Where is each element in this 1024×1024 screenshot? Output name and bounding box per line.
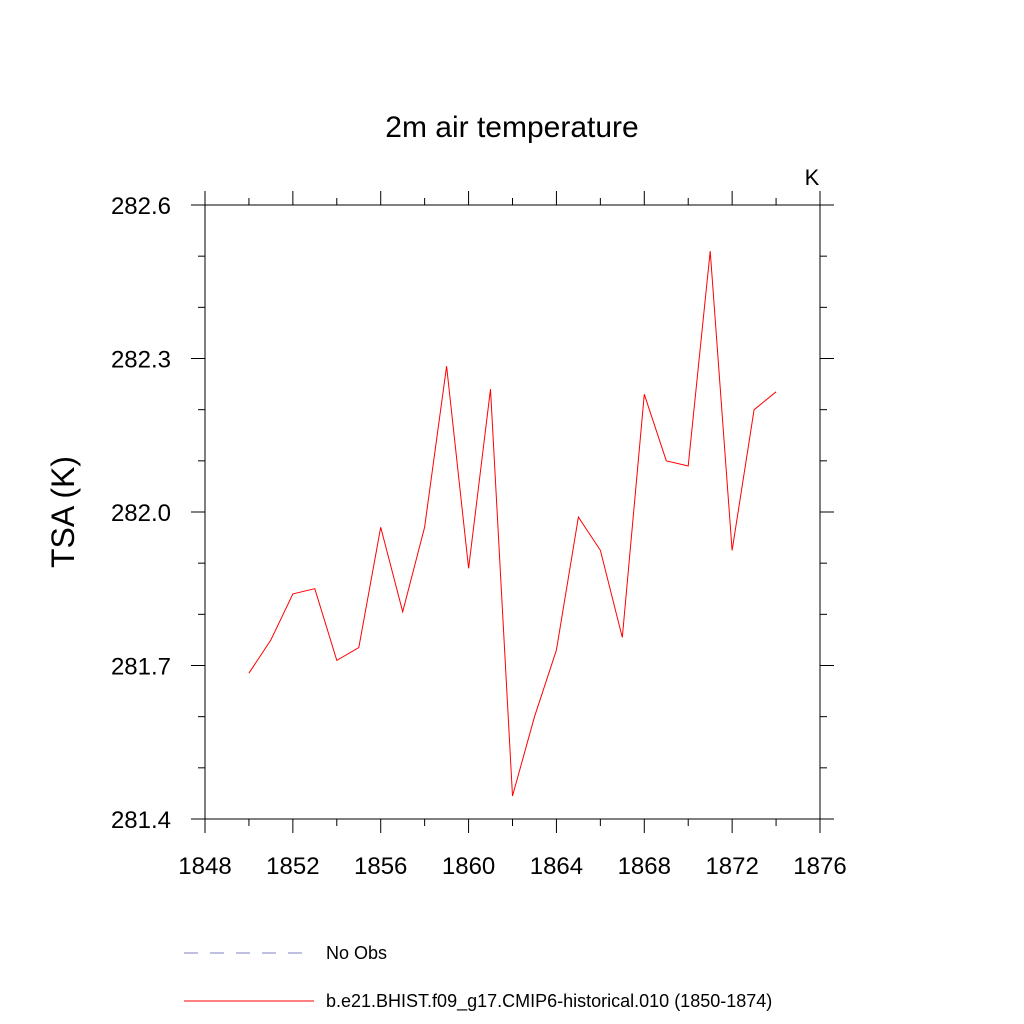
y-tick-label: 282.6 (111, 193, 171, 220)
y-axis-label: TSA (K) (45, 456, 81, 568)
x-axis: 1848 1852 1856 1860 1864 1868 1872 1876 (178, 191, 847, 880)
y-axis: 281.4 281.7 282.0 282.3 282.6 (111, 193, 834, 834)
legend-label: b.e21.BHIST.f09_g17.CMIP6-historical.010… (326, 991, 772, 1012)
plot-area (204, 204, 821, 820)
x-tick-label: 1856 (354, 853, 407, 880)
legend-label: No Obs (326, 943, 387, 963)
y-tick-label: 282.0 (111, 500, 171, 527)
x-tick-label: 1864 (530, 853, 583, 880)
y-tick-label: 282.3 (111, 347, 171, 374)
x-tick-label: 1872 (705, 853, 758, 880)
x-tick-label: 1868 (618, 853, 671, 880)
y-tick-label: 281.4 (111, 807, 171, 834)
plot-border (204, 204, 821, 820)
series-line (248, 251, 777, 797)
x-tick-label: 1852 (266, 853, 319, 880)
x-tick-label: 1876 (793, 853, 846, 880)
units-label: K (805, 165, 820, 190)
y-tick-label: 281.7 (111, 654, 171, 681)
series-layer (248, 251, 777, 797)
x-tick-label: 1860 (442, 853, 495, 880)
x-tick-label: 1848 (178, 853, 231, 880)
chart-title: 2m air temperature (385, 111, 638, 144)
legend: No Obs b.e21.BHIST.f09_g17.CMIP6-historic… (184, 943, 772, 1012)
